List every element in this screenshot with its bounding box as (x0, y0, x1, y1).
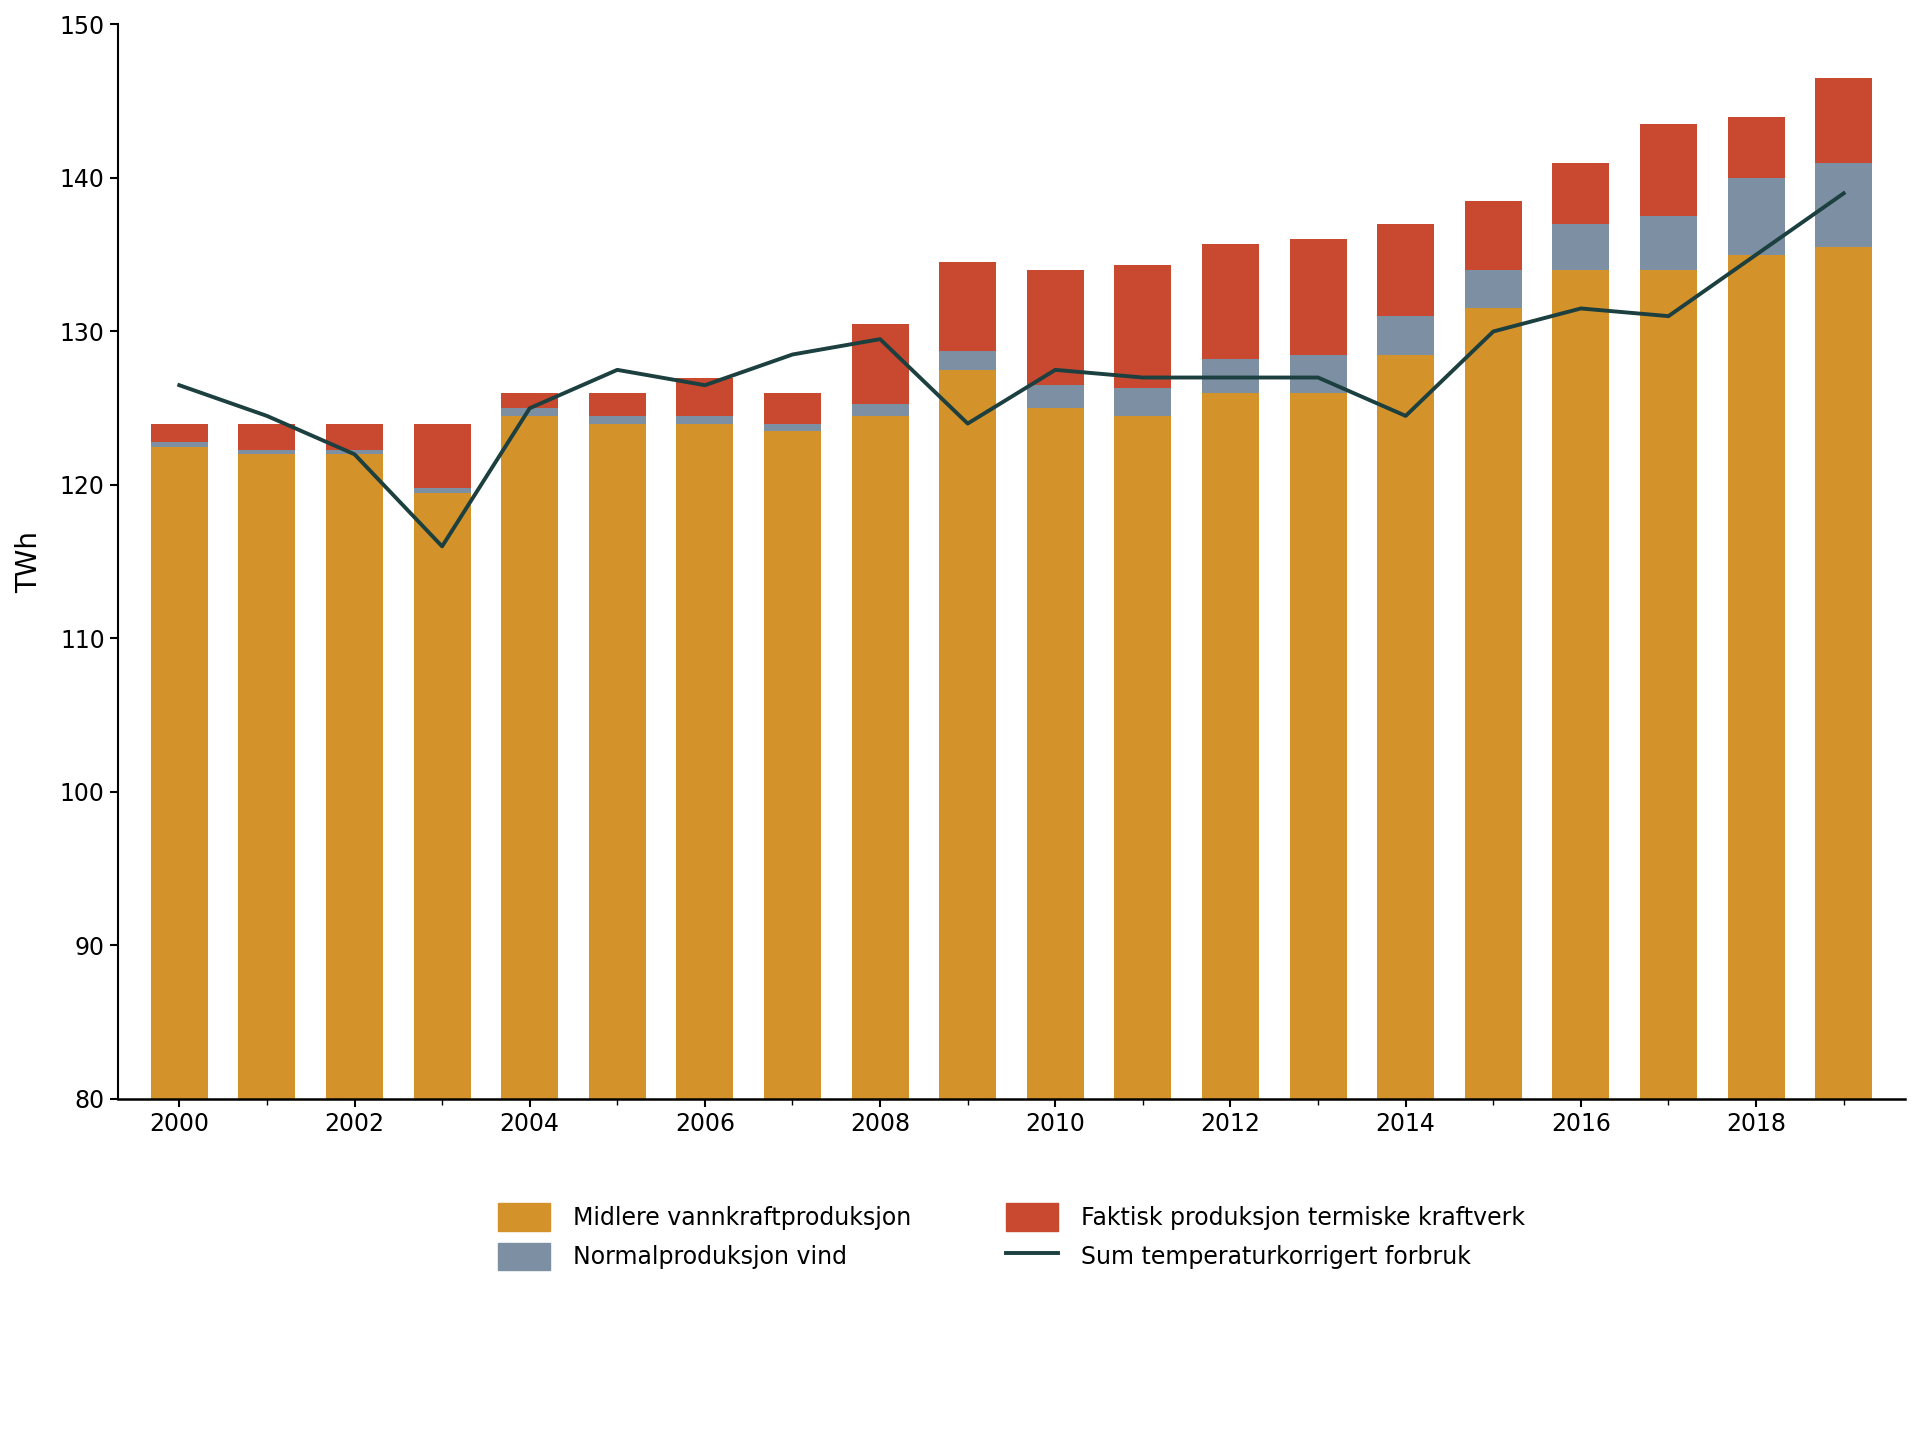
Bar (1377, 317, 1434, 354)
Bar (1377, 224, 1434, 317)
Bar (589, 416, 645, 424)
Bar (764, 393, 822, 424)
Bar (1290, 354, 1346, 393)
Bar (1465, 308, 1523, 1099)
Bar (1814, 162, 1872, 246)
Bar (152, 447, 207, 1099)
Bar (1027, 385, 1083, 408)
Bar (501, 416, 559, 1099)
Bar (1202, 244, 1260, 360)
Bar (238, 424, 296, 450)
Bar (1728, 116, 1784, 178)
Bar (413, 489, 470, 493)
Bar (589, 393, 645, 416)
Bar (1728, 255, 1784, 1099)
Bar (413, 493, 470, 1099)
Bar (501, 408, 559, 416)
Bar (1465, 269, 1523, 308)
Bar (764, 424, 822, 431)
Bar (326, 454, 382, 1099)
Bar (939, 370, 996, 1099)
Bar (1202, 393, 1260, 1099)
Bar (1814, 246, 1872, 1099)
Bar (1027, 408, 1083, 1099)
Bar (1640, 216, 1697, 269)
Legend: Midlere vannkraftproduksjon, Normalproduksjon vind, Faktisk produksjon termiske : Midlere vannkraftproduksjon, Normalprodu… (497, 1204, 1524, 1270)
Bar (326, 450, 382, 454)
Y-axis label: TWh: TWh (15, 530, 42, 593)
Bar (764, 431, 822, 1099)
Bar (1553, 162, 1609, 224)
Bar (676, 377, 733, 416)
Bar (1290, 239, 1346, 354)
Bar (1553, 224, 1609, 269)
Bar (589, 424, 645, 1099)
Bar (676, 424, 733, 1099)
Bar (1377, 354, 1434, 1099)
Bar (326, 424, 382, 450)
Bar (1640, 269, 1697, 1099)
Bar (1202, 360, 1260, 393)
Bar (413, 424, 470, 489)
Bar (1114, 265, 1171, 388)
Bar (939, 351, 996, 370)
Bar (501, 393, 559, 408)
Bar (852, 416, 908, 1099)
Bar (238, 450, 296, 454)
Bar (1553, 269, 1609, 1099)
Bar (852, 324, 908, 404)
Bar (939, 262, 996, 351)
Bar (152, 424, 207, 441)
Bar (1640, 125, 1697, 216)
Bar (1114, 416, 1171, 1099)
Bar (1465, 201, 1523, 269)
Bar (238, 454, 296, 1099)
Bar (1728, 178, 1784, 255)
Bar (152, 441, 207, 447)
Bar (1027, 269, 1083, 385)
Bar (676, 416, 733, 424)
Bar (1290, 393, 1346, 1099)
Bar (852, 404, 908, 416)
Bar (1114, 388, 1171, 416)
Bar (1814, 79, 1872, 162)
